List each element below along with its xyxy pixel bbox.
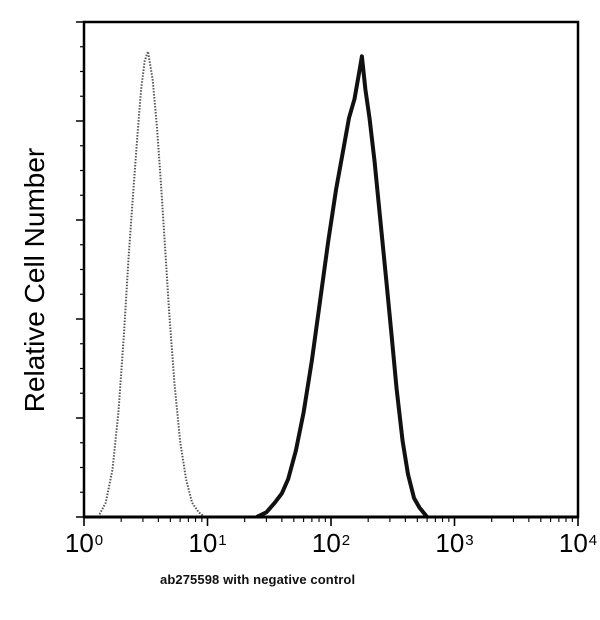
negative-control-curve bbox=[97, 50, 206, 518]
series-layer bbox=[84, 50, 578, 519]
x-tick-label: 104 bbox=[558, 528, 598, 558]
x-tick-label: 103 bbox=[435, 528, 474, 558]
x-tick-label: 100 bbox=[64, 528, 104, 558]
y-axis-label: Relative Cell Number bbox=[19, 147, 50, 413]
x-tick-label: 101 bbox=[188, 528, 227, 558]
x-axis-label: ab275598 with negative control bbox=[160, 572, 356, 587]
plot-frame bbox=[82, 20, 580, 519]
y-axis-ticks bbox=[76, 21, 84, 518]
x-tick-label: 102 bbox=[311, 528, 351, 558]
sample-curve bbox=[255, 54, 429, 519]
